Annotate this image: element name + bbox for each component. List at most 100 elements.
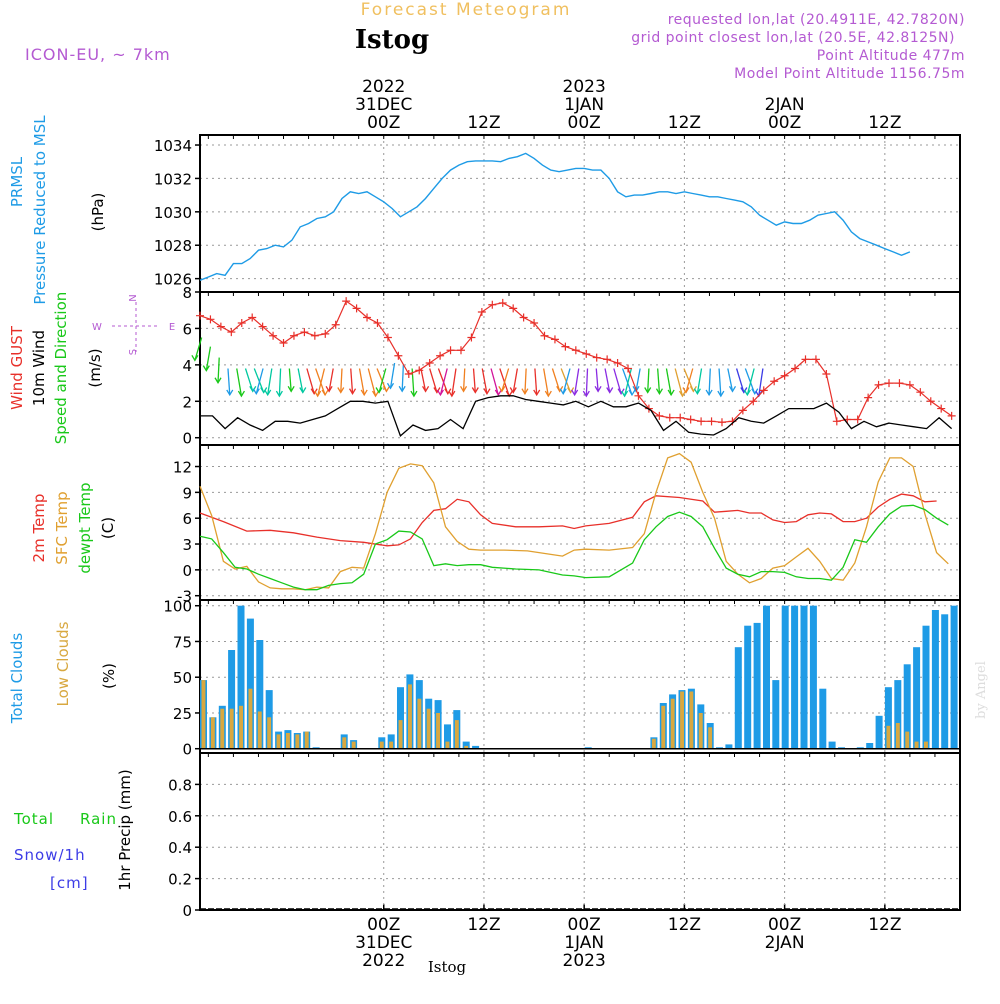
compass-s: S xyxy=(128,349,139,355)
wind-arrow xyxy=(194,337,203,361)
gust-marker xyxy=(885,379,894,388)
bottom-axis-time: 00Z xyxy=(367,915,400,935)
wind-arrow xyxy=(708,368,711,395)
bottom-axis-time: 12Z xyxy=(668,915,701,935)
total-cloud-bar xyxy=(931,610,939,749)
wind-arrow-head xyxy=(628,389,636,397)
gust-marker xyxy=(509,304,518,313)
gust-marker xyxy=(926,397,935,406)
wind-arrow xyxy=(378,368,387,393)
clouds-panel: Total Clouds Low Clouds (%) 0 25 50 75 100 xyxy=(8,598,961,759)
gust-marker xyxy=(237,318,246,327)
low-cloud-bar xyxy=(445,741,450,749)
total-cloud-bar xyxy=(237,605,245,749)
gust-marker xyxy=(603,355,612,364)
wind-arrow-head xyxy=(260,387,268,394)
wind-panel: Wind GUST 10m Wind Speed and Direction (… xyxy=(8,284,961,448)
gust-marker xyxy=(456,346,465,355)
wind-arrow-head xyxy=(582,390,590,398)
wind-arrow-head xyxy=(191,355,199,362)
gust-marker xyxy=(550,335,559,344)
credit: by Angel xyxy=(974,661,989,719)
total-cloud-bar xyxy=(763,605,770,749)
wind-arrow xyxy=(665,368,672,396)
wind-arrow-head xyxy=(436,389,444,397)
low-cloud-bar xyxy=(708,727,713,749)
top-axis-time: 12Z xyxy=(868,113,901,133)
wind-arrow xyxy=(340,368,343,393)
gust-marker xyxy=(665,413,674,422)
bottom-axis-time: 00Z xyxy=(768,915,801,935)
gust-marker xyxy=(196,311,204,320)
wind-arrow-head xyxy=(751,388,759,395)
total-cloud-bar xyxy=(772,680,780,749)
wind-arrow-head xyxy=(644,387,652,394)
total-cloud-bar xyxy=(903,664,911,749)
wind-arrow-head xyxy=(360,389,368,397)
gust-marker xyxy=(383,333,392,342)
gust-marker xyxy=(811,355,820,364)
total-cloud-bar xyxy=(397,687,404,749)
top-axis-time: 00Z xyxy=(568,113,601,133)
wind-arrow-head xyxy=(483,388,491,395)
compass-n: N xyxy=(128,294,139,301)
low-cloud-bar xyxy=(408,684,412,749)
wind-arrow xyxy=(420,368,427,392)
top-axis-year: 2023 xyxy=(563,77,606,97)
wind-arrow xyxy=(524,368,527,394)
bottom-axis-date: 31DEC xyxy=(355,933,412,953)
wind-arrow xyxy=(604,368,611,393)
gust-marker xyxy=(310,331,319,340)
gust-marker xyxy=(394,351,403,360)
y-tick-label: 0 xyxy=(182,741,192,759)
wind-arrow-head xyxy=(617,388,625,395)
wind-arrow-head xyxy=(682,387,690,394)
wind-arrow-head xyxy=(559,388,567,395)
gust-marker xyxy=(780,371,789,380)
temp-line-sfc xyxy=(199,452,949,591)
wind-arrow-head xyxy=(348,388,357,395)
y-tick-label: 9 xyxy=(182,484,192,502)
wind-arrow-head xyxy=(571,389,579,397)
gust-marker xyxy=(446,346,455,355)
wind-arrow xyxy=(236,368,243,397)
low-cloud-bar xyxy=(680,691,684,749)
total-cloud-bar xyxy=(828,741,836,749)
low-cloud-bar xyxy=(257,711,262,749)
total-cloud-bar xyxy=(734,647,742,749)
wind-arrow-head xyxy=(382,385,391,393)
wind-arrow xyxy=(205,346,212,371)
total-cloud-bar xyxy=(462,741,470,749)
y-tick-label: 0.6 xyxy=(168,808,192,826)
wind-arrow xyxy=(255,368,264,394)
model-label: ICON-EU, ~ 7km xyxy=(25,45,171,64)
wind-arrow-head xyxy=(567,387,575,394)
total-cloud-bar xyxy=(246,618,254,749)
low-cloud-bar xyxy=(379,741,384,749)
wind-arrow xyxy=(613,368,622,394)
low-cloud-bar xyxy=(661,705,666,749)
low-cloud-bar xyxy=(286,733,290,749)
wind-arrow-head xyxy=(717,390,725,398)
gust-marker xyxy=(352,304,361,313)
gust-marker xyxy=(801,355,810,364)
gust-marker xyxy=(582,349,591,358)
wind-arrow-head xyxy=(237,390,245,398)
gust-marker xyxy=(822,369,831,378)
wind-arrow-head xyxy=(544,390,552,398)
panel-frame xyxy=(199,134,961,293)
gust-marker xyxy=(697,417,706,426)
wind-10m-line xyxy=(200,395,953,438)
y-tick-label: 50 xyxy=(173,669,192,687)
wind-arrow-head xyxy=(386,382,395,390)
wind-arrow xyxy=(401,364,405,392)
low-cloud-bar xyxy=(210,717,215,749)
wind-arrow xyxy=(472,368,476,393)
wind-arrow-head xyxy=(287,385,295,393)
wind-arrow-head xyxy=(606,387,614,394)
y-tick-label: 0 xyxy=(182,902,192,920)
gust-marker xyxy=(258,322,267,331)
wind-gust-label: Wind GUST xyxy=(8,325,26,410)
